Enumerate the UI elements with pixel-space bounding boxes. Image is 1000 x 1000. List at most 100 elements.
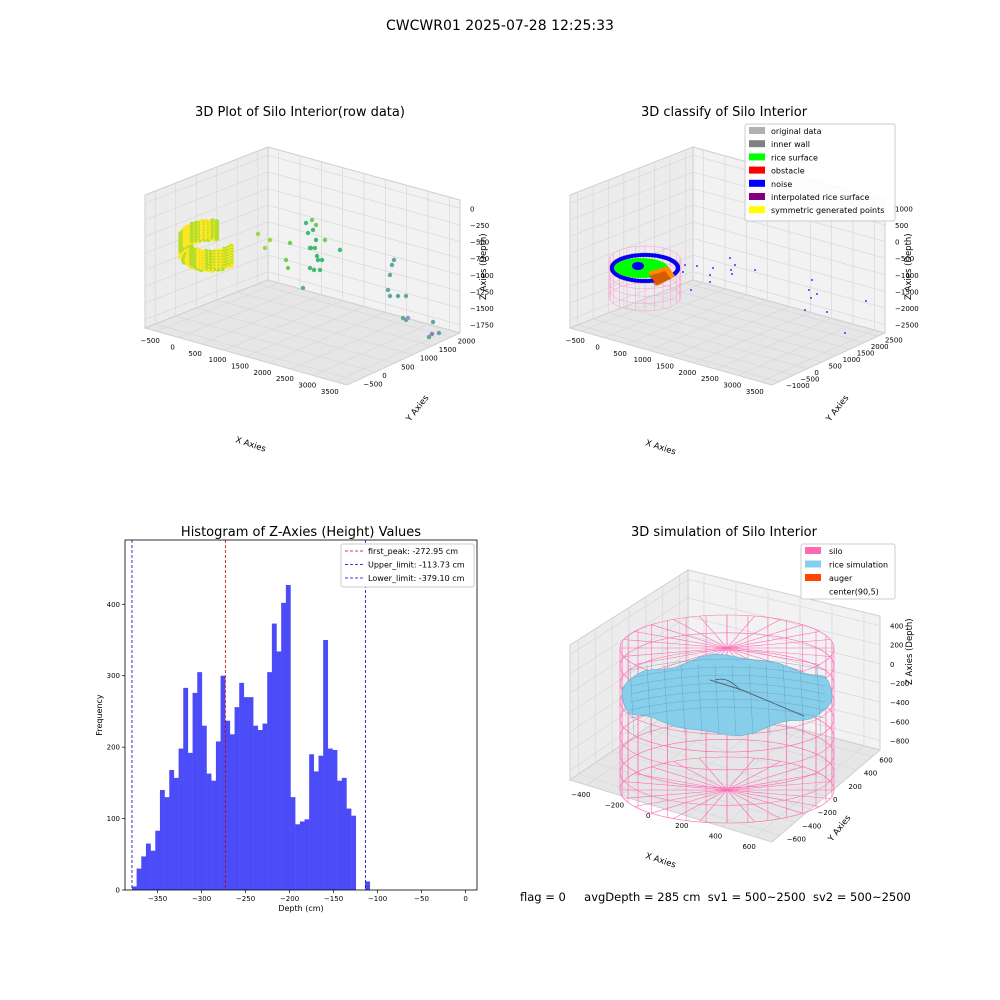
rice-mesh-line bbox=[646, 664, 652, 736]
figure-title: CWCWR01 2025-07-28 12:25:33 bbox=[386, 18, 614, 34]
classify-x-ticks: −500 0 500 1000 1500 2000 2500 3000 3500 bbox=[566, 337, 764, 396]
z-tick-label: −500 bbox=[470, 239, 489, 247]
x-tick-label: −50 bbox=[414, 895, 429, 903]
z-tick-label: −1500 bbox=[470, 305, 494, 313]
x-tick-label: 0 bbox=[595, 344, 599, 352]
silo-spoke bbox=[726, 647, 831, 657]
point bbox=[337, 247, 343, 253]
legend-label: rice simulation bbox=[829, 561, 888, 570]
histogram-bar bbox=[215, 741, 221, 890]
legend-swatch bbox=[805, 560, 821, 568]
x-tick-label: 0 bbox=[646, 812, 650, 820]
raw-z-ticks: 0 −250 −500 −750 −1000 −1250 −1500 −1750 bbox=[470, 205, 494, 329]
x-tick-label: 1000 bbox=[209, 356, 227, 364]
histogram-bar bbox=[159, 790, 165, 890]
classify-y-label: Y Axies bbox=[824, 393, 852, 425]
silo-spoke bbox=[726, 615, 755, 649]
z-tick-label: −200 bbox=[890, 680, 909, 688]
x-tick-label: 500 bbox=[613, 350, 626, 358]
x-tick-label: −200 bbox=[605, 802, 624, 810]
classify-legend-box bbox=[744, 123, 896, 222]
silo-spoke bbox=[673, 619, 728, 649]
silo-spoke bbox=[623, 781, 728, 791]
histogram-bar bbox=[173, 777, 179, 890]
histogram-bar bbox=[281, 602, 287, 890]
point bbox=[312, 245, 318, 251]
x-tick-label: 400 bbox=[709, 833, 722, 841]
noise-point bbox=[826, 311, 828, 313]
y-tick-label: −600 bbox=[787, 835, 806, 843]
y-tick-label: 1000 bbox=[420, 355, 438, 363]
noise-point bbox=[731, 273, 733, 275]
point bbox=[313, 237, 319, 243]
histogram-bar bbox=[136, 868, 142, 890]
histogram-bar bbox=[341, 777, 347, 890]
y-tick-label: 1500 bbox=[439, 346, 457, 354]
histogram-bar bbox=[323, 640, 329, 890]
silo-spoke bbox=[699, 757, 728, 791]
y-tick-label: 400 bbox=[864, 770, 877, 778]
point bbox=[322, 237, 328, 243]
histogram-y-label: Frequency bbox=[95, 694, 104, 736]
noise-point bbox=[730, 269, 732, 271]
rice-mesh-line bbox=[629, 664, 635, 736]
rice-mesh-line bbox=[765, 664, 771, 736]
legend-swatch bbox=[749, 193, 765, 200]
histogram-bar bbox=[327, 748, 333, 890]
footer-avg-depth: avgDepth = 285 cm bbox=[584, 890, 701, 904]
histogram-bar bbox=[141, 856, 147, 890]
histogram-bar bbox=[257, 730, 263, 890]
sim-z-label: Z Axies (Depth) bbox=[905, 618, 915, 685]
y-tick-label: 1500 bbox=[857, 349, 875, 357]
x-tick-label: 3500 bbox=[746, 388, 764, 396]
y-tick-label: 2500 bbox=[885, 336, 903, 344]
point bbox=[385, 287, 391, 293]
histogram-bar bbox=[150, 850, 156, 890]
obstacle-region bbox=[648, 266, 675, 286]
histogram-bar bbox=[267, 672, 273, 890]
raw-x-label: X Axies bbox=[234, 435, 267, 454]
histogram-bar bbox=[201, 725, 207, 890]
histogram-bar bbox=[178, 748, 184, 890]
silo-spoke bbox=[726, 773, 820, 791]
histogram-bar bbox=[309, 754, 315, 890]
point bbox=[307, 265, 313, 271]
raw-3d-plot: 3D Plot of Silo Interior(row data) −5000… bbox=[141, 105, 494, 455]
y-tick-label: 2000 bbox=[458, 337, 476, 345]
histogram-bar bbox=[271, 623, 277, 890]
noise-point bbox=[729, 257, 731, 259]
y-tick-label: 200 bbox=[107, 744, 120, 752]
x-tick-label: 3000 bbox=[723, 382, 741, 390]
rice-mesh-line bbox=[799, 664, 805, 736]
rice-mesh-line bbox=[629, 690, 826, 703]
legend-label: inner wall bbox=[771, 140, 810, 149]
x-tick-label: 0 bbox=[170, 344, 174, 352]
rice-mesh-line bbox=[731, 664, 737, 736]
legend-label: Lower_limit: -379.10 cm bbox=[368, 574, 465, 583]
rice-mesh-line bbox=[680, 664, 686, 736]
y-tick-label: −500 bbox=[363, 381, 382, 389]
noise-point bbox=[682, 271, 684, 273]
silo-spoke bbox=[634, 631, 728, 649]
point bbox=[395, 293, 401, 299]
point bbox=[305, 230, 311, 236]
legend-label: first_peak: -272.95 cm bbox=[368, 547, 458, 556]
x-tick-label: −300 bbox=[192, 895, 211, 903]
point bbox=[429, 331, 435, 337]
silo-spoke bbox=[726, 781, 831, 791]
silo-spoke bbox=[623, 639, 728, 649]
histogram-bar bbox=[131, 886, 137, 890]
x-tick-label: 200 bbox=[675, 822, 688, 830]
silo-spoke bbox=[726, 789, 803, 814]
histogram-bar bbox=[183, 687, 189, 890]
noise-point bbox=[844, 332, 846, 334]
footer-flag: flag = 0 bbox=[520, 890, 566, 904]
histogram-bar bbox=[248, 697, 254, 890]
legend-swatch bbox=[749, 206, 765, 214]
histogram-vlines bbox=[131, 540, 366, 890]
classify-x-label: X Axies bbox=[644, 438, 677, 457]
x-tick-label: 2500 bbox=[276, 375, 294, 383]
histogram-bar bbox=[365, 881, 371, 890]
z-tick-label: −400 bbox=[890, 699, 909, 707]
